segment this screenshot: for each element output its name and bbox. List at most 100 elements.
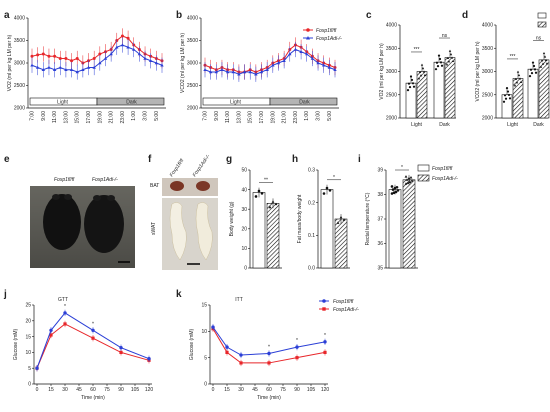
panel-a-ytick-label: 3000 (14, 61, 25, 67)
data-point (417, 77, 421, 80)
panel-a-ytick-label: 4000 (14, 16, 25, 22)
panel-letter-g: g (226, 154, 232, 165)
data-point (448, 49, 452, 52)
data-point (92, 65, 96, 69)
data-point (327, 65, 332, 69)
data-point (98, 52, 102, 56)
series-line (31, 44, 163, 73)
panel-g-ytick-label: 20 (241, 227, 247, 233)
panel-letter-k: k (176, 289, 182, 300)
panel-b-ytick-label: 4000 (187, 16, 198, 22)
data-point (63, 311, 67, 315)
panel-d-ytick-label: 3500 (482, 46, 493, 52)
vco2-time-course-chart: 4000 3500 3000 2500 2000 VCO2 (ml per kg LM p… (180, 16, 339, 124)
bar (433, 61, 445, 119)
data-point (435, 61, 439, 64)
data-point (231, 70, 235, 74)
panel-j-ytick-label: 10 (25, 350, 31, 356)
series-line (31, 35, 163, 64)
data-point (267, 361, 271, 365)
data-point (147, 357, 151, 361)
swat-control (169, 202, 187, 261)
data-point (404, 182, 408, 185)
data-point (534, 71, 538, 74)
data-point (408, 85, 412, 89)
data-point (391, 188, 395, 191)
panel-g-ytick-label: 0 (244, 266, 247, 272)
panel-letter-a: a (4, 10, 10, 21)
data-point (418, 70, 422, 73)
data-point (267, 351, 271, 356)
data-point (409, 175, 413, 179)
group-label: Light (411, 122, 422, 128)
data-point (449, 53, 453, 56)
legend-i-label-control: Foxp1fl/fl (432, 166, 453, 172)
data-point (103, 56, 108, 60)
xtick-label: 15 (48, 387, 54, 393)
data-point (503, 94, 507, 97)
panel-a-ytick-label: 2500 (14, 83, 25, 89)
mouse-label-ko: Foxp1Adi-/- (92, 177, 118, 183)
series-line (212, 326, 326, 356)
data-point (75, 70, 79, 74)
data-point (394, 190, 398, 194)
xtick-label: 0 (212, 387, 215, 393)
data-point (323, 340, 327, 344)
data-point (260, 192, 264, 195)
panel-a-xtick-label: 9:00 (41, 111, 47, 121)
series-line (36, 312, 150, 369)
group-label: Dark (439, 122, 450, 128)
panel-i-ytick-label: 36 (377, 241, 383, 247)
panel-b-xtick-label: 17:00 (259, 111, 265, 124)
data-point (143, 56, 147, 60)
data-point (214, 70, 219, 74)
data-point (225, 350, 229, 354)
dark-phase-bar (269, 97, 338, 106)
bar (405, 82, 417, 119)
data-point (211, 325, 215, 329)
panel-b-xtick-label: 3:00 (316, 111, 322, 121)
panel-b-xtick-label: 21:00 (282, 111, 288, 124)
data-point (293, 47, 298, 51)
data-point (282, 58, 286, 63)
data-point (446, 56, 450, 60)
data-point (540, 59, 544, 62)
data-point (53, 54, 57, 58)
panel-b-ytick-label: 3000 (187, 61, 198, 67)
xtick-label: 15 (224, 387, 230, 393)
data-point (242, 70, 247, 74)
data-point (508, 97, 512, 100)
panel-b-xtick-label: 11:00 (225, 111, 231, 123)
panel-letter-h: h (292, 154, 298, 165)
data-point (239, 361, 243, 365)
panel-g-ytick-label: 30 (241, 207, 247, 213)
data-point (517, 73, 521, 77)
data-point (393, 186, 397, 190)
data-point (81, 67, 85, 72)
bar (512, 78, 524, 119)
light-label: Light (57, 100, 68, 106)
legend-cd-squares (537, 12, 547, 28)
dark-label: Dark (126, 100, 137, 106)
data-point (451, 59, 455, 63)
xtick-label: 0 (36, 387, 39, 393)
group-label: Dark (533, 122, 544, 128)
data-point (257, 189, 261, 193)
data-point (406, 181, 410, 184)
data-point (316, 61, 320, 65)
data-point (323, 350, 327, 354)
data-point (268, 205, 272, 209)
data-point (64, 57, 68, 60)
panel-b-ytick-label: 2500 (187, 83, 198, 89)
bar (402, 179, 416, 269)
legend-marker-control (306, 28, 310, 32)
tissue-photo-panel: Foxp1fl/fl Foxp1Adi-/- BAT sWAT (150, 153, 218, 270)
data-point (299, 49, 303, 54)
panel-letter-d: d (462, 10, 468, 21)
data-point (445, 63, 449, 66)
data-point (254, 72, 258, 76)
data-point (450, 56, 454, 59)
panel-d-ytick-label: 3000 (482, 69, 493, 75)
data-point (447, 60, 451, 63)
